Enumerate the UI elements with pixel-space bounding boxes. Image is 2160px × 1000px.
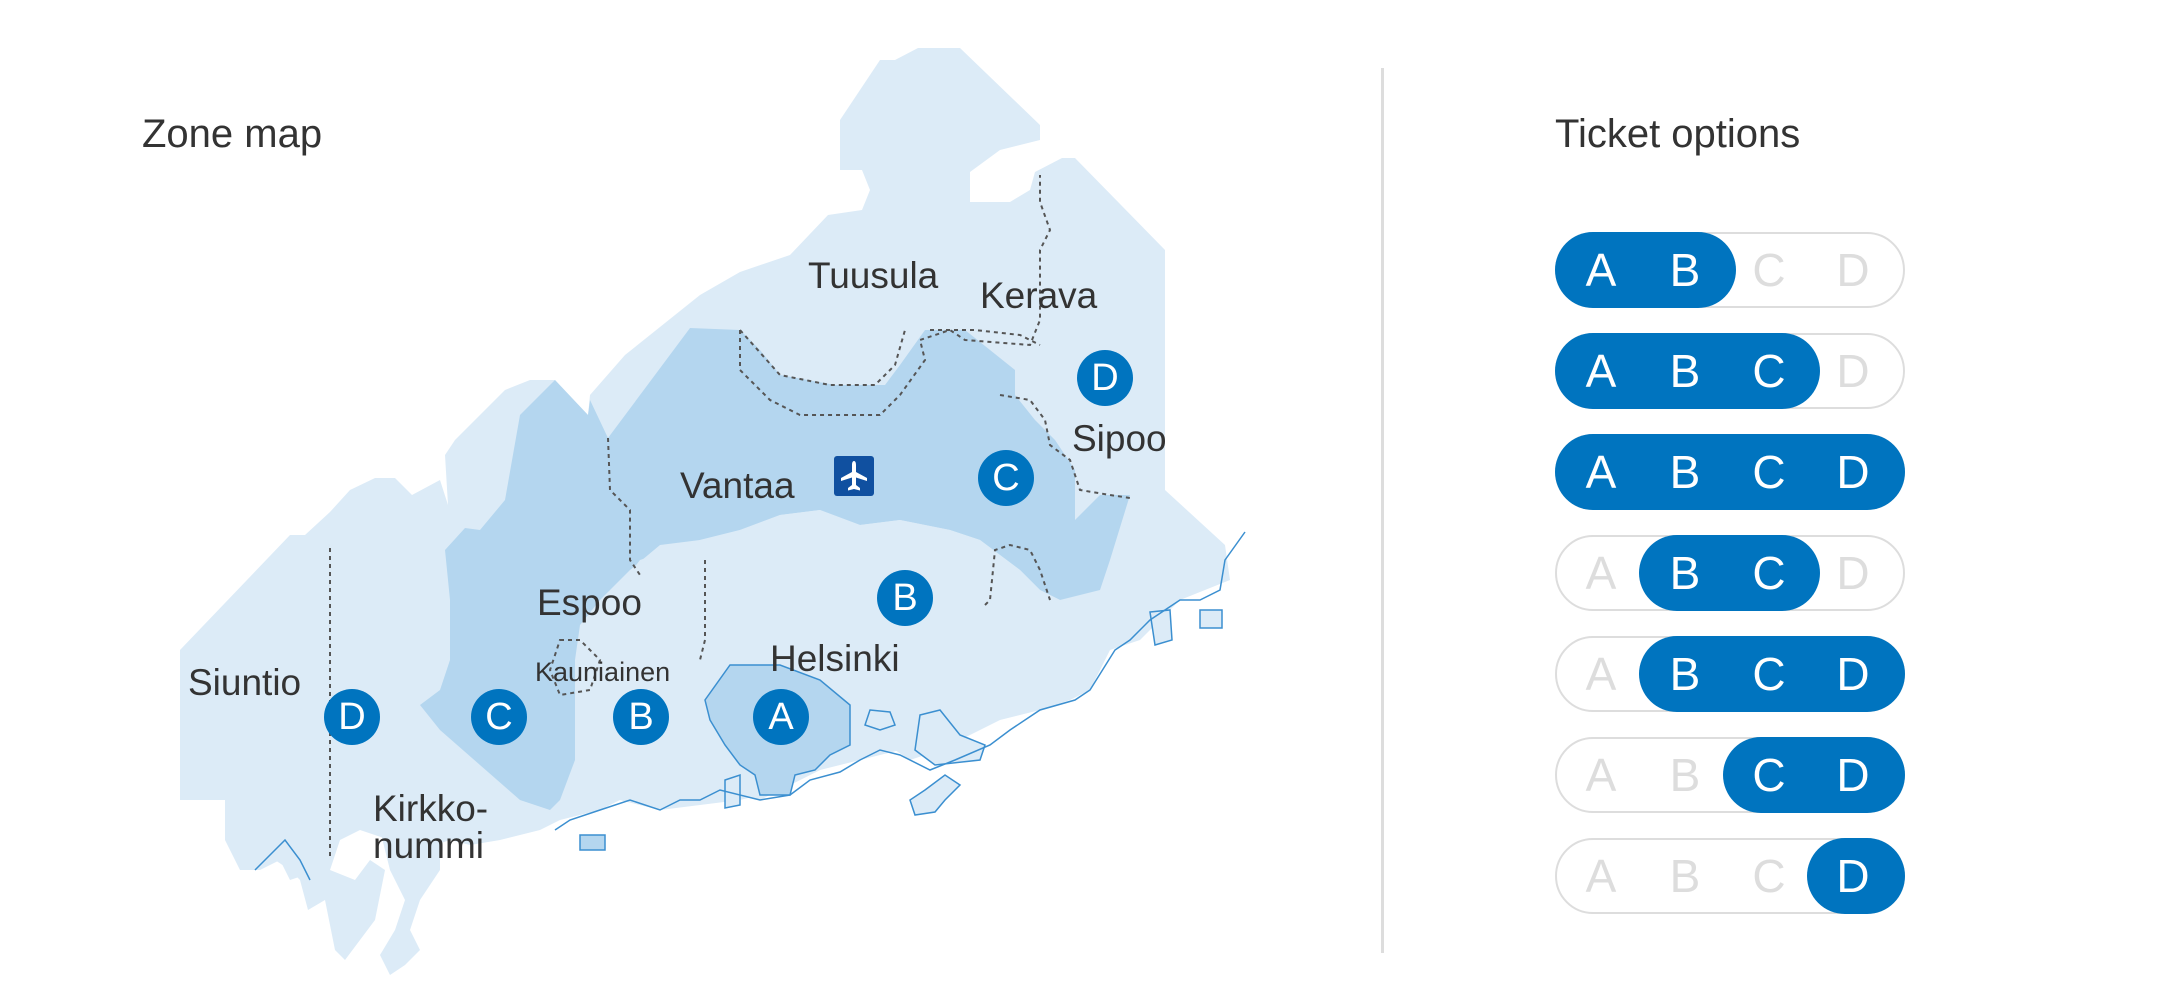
zone-letter-d: D xyxy=(1836,749,1870,801)
zone-letter-c: C xyxy=(1752,749,1786,801)
ticket-active-range xyxy=(1639,636,1905,712)
zone-letter-a: A xyxy=(1585,749,1617,801)
zone-letter-b: B xyxy=(1669,648,1701,700)
zone-letter-b: B xyxy=(1669,244,1701,296)
zone-letter-a: A xyxy=(1585,547,1617,599)
zone-letter-b: B xyxy=(1669,446,1701,498)
zone-letter-d: D xyxy=(1836,446,1870,498)
zone-badge-d: D xyxy=(1077,350,1133,406)
zone-letter-d: D xyxy=(1836,850,1870,902)
zone-badge-b: B xyxy=(877,570,933,626)
ticket-active-range xyxy=(1555,333,1820,409)
zone-map xyxy=(180,48,1246,975)
coastline xyxy=(554,531,1246,831)
zone-map-title: Zone map xyxy=(142,112,323,156)
zone-letter-a: A xyxy=(1585,850,1617,902)
place-label-kirkkonummi-line1: Kirkko- xyxy=(373,788,489,829)
municipal-borders xyxy=(329,175,1131,860)
zone-d-southwest xyxy=(270,785,385,960)
island xyxy=(909,774,962,816)
zone-letter-b: B xyxy=(1669,749,1701,801)
place-label-vantaa: Vantaa xyxy=(680,465,795,506)
coastline xyxy=(254,838,311,881)
island xyxy=(1149,609,1173,646)
ticket-active-range xyxy=(1807,838,1905,914)
place-label-kerava: Kerava xyxy=(980,275,1098,316)
zone-badge-a: A xyxy=(753,689,809,745)
ticket-options-title: Ticket options xyxy=(1555,112,1801,156)
zone-badge-c: C xyxy=(978,450,1034,506)
place-label-tuusula: Tuusula xyxy=(808,255,939,296)
zone-letter-b: B xyxy=(1669,345,1701,397)
place-label-kirkkonummi-line2: nummi xyxy=(373,825,485,866)
zone-letter-a: A xyxy=(1585,648,1617,700)
zone-letter-a: A xyxy=(1585,345,1617,397)
zone-badge-d: D xyxy=(324,689,380,745)
island xyxy=(579,834,606,851)
ticket-active-range xyxy=(1723,737,1905,813)
airplane-icon xyxy=(834,456,874,496)
section-divider xyxy=(1381,68,1384,953)
place-label-espoo: Espoo xyxy=(537,582,642,623)
zone-badge-c: C xyxy=(471,689,527,745)
island xyxy=(724,773,741,809)
place-label-kauniainen: Kauniainen xyxy=(535,657,671,687)
zone-d-southwest-2 xyxy=(380,815,440,975)
place-label-sipoo: Sipoo xyxy=(1072,418,1167,459)
zone-letter-c: C xyxy=(1752,244,1786,296)
zone-b-area xyxy=(575,510,1060,810)
zone-letter-b: B xyxy=(1669,547,1701,599)
zone-letter-a: A xyxy=(1585,244,1617,296)
place-label-siuntio: Siuntio xyxy=(188,662,302,703)
zone-letter-a: A xyxy=(1585,446,1617,498)
zone-letter-d: D xyxy=(1836,547,1870,599)
ticket-active-range xyxy=(1555,434,1905,510)
zone-letter-c: C xyxy=(1752,850,1786,902)
place-label-helsinki: Helsinki xyxy=(770,638,900,679)
island xyxy=(914,709,986,766)
zone-letter-d: D xyxy=(1836,648,1870,700)
zone-letter-c: C xyxy=(1752,648,1786,700)
ticket-active-range xyxy=(1555,232,1736,308)
island xyxy=(1199,609,1223,629)
island xyxy=(864,709,896,731)
zone-badge-b: B xyxy=(613,689,669,745)
zone-letter-c: C xyxy=(1752,446,1786,498)
zone-letter-c: C xyxy=(1752,547,1786,599)
zone-letter-d: D xyxy=(1836,244,1870,296)
zone-letter-b: B xyxy=(1669,850,1701,902)
zone-c-area xyxy=(420,328,1130,810)
zone-letter-c: C xyxy=(1752,345,1786,397)
ticket-active-range xyxy=(1639,535,1820,611)
zone-letter-d: D xyxy=(1836,345,1870,397)
